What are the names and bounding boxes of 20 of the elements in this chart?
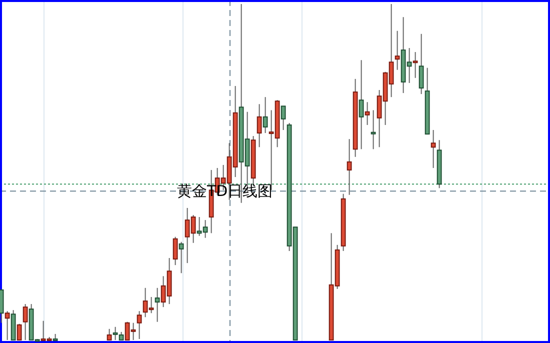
candlestick [262,96,268,134]
candlestick [16,323,22,340]
candlestick [346,138,352,196]
candlestick [0,289,4,324]
candlestick [4,310,10,340]
candlestick [358,60,364,150]
candlestick [106,328,112,340]
candlestick [394,30,400,70]
candlestick [178,241,184,274]
candlestick [22,304,28,340]
candlestick [430,130,436,168]
candlestick [136,310,142,340]
candlestick [412,52,418,78]
candlestick [172,236,178,266]
candlestick [418,33,424,95]
candlestick [154,287,160,322]
candlestick [364,102,370,126]
candlestick [280,106,286,130]
candlestick [256,104,262,148]
candlestick [370,110,376,150]
